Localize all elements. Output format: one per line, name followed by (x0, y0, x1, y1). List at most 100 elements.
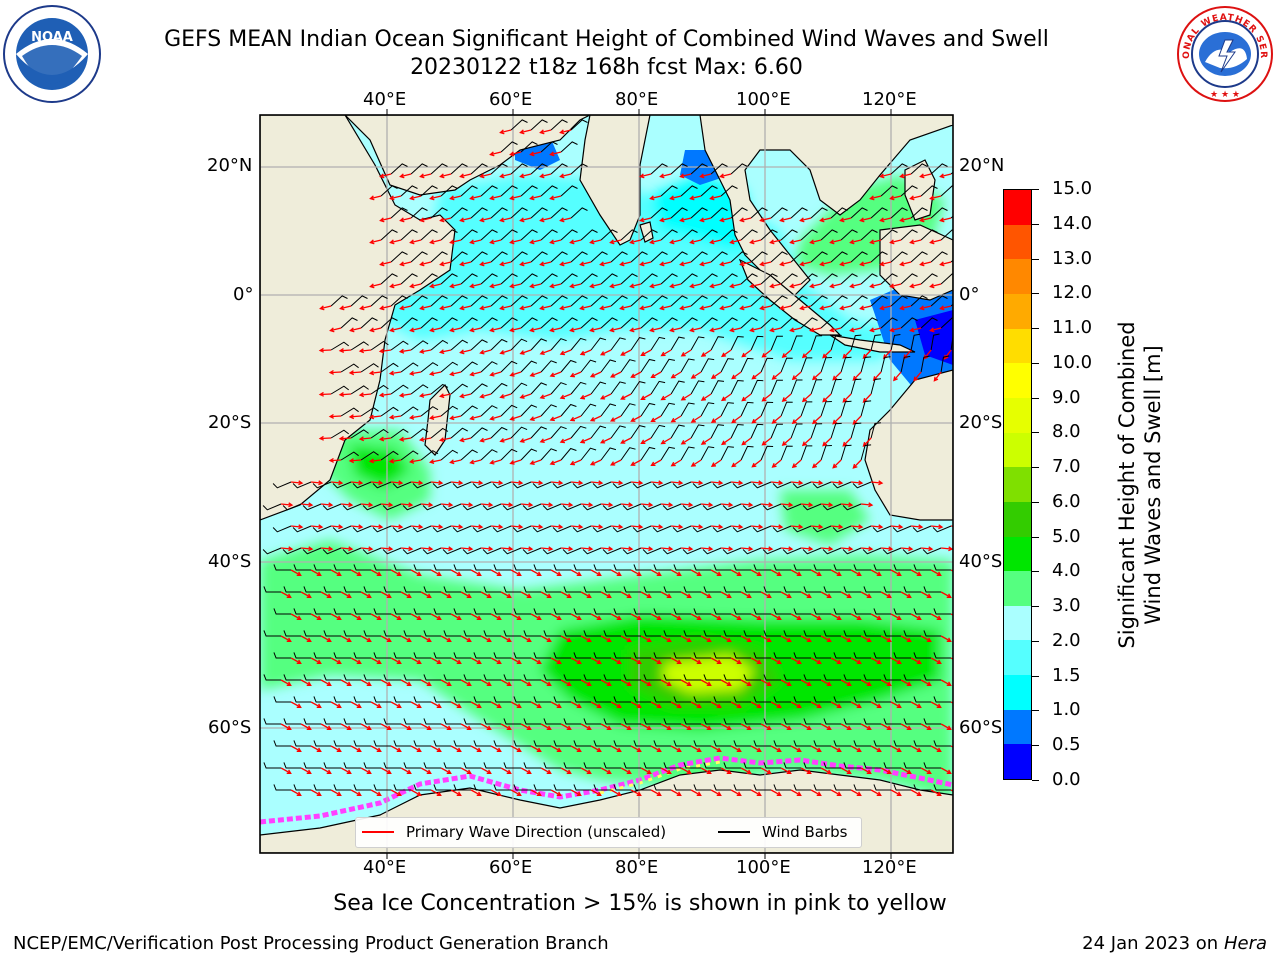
wind-barb (913, 696, 932, 703)
wind-barb (903, 674, 922, 681)
wind-barb (693, 652, 712, 659)
wave-direction-arrow (699, 305, 712, 311)
wind-barb (572, 481, 592, 489)
wave-direction-arrow (699, 261, 712, 267)
wave-direction-arrow (929, 283, 942, 289)
wind-barb (880, 229, 898, 241)
map-frame (259, 114, 954, 854)
wave-direction-arrow (420, 679, 432, 686)
wave-direction-arrow (771, 415, 782, 424)
wind-barb (762, 547, 782, 555)
wave-direction-arrow (750, 569, 762, 576)
wind-barb (670, 207, 688, 219)
wind-barb (770, 295, 788, 307)
wave-direction-arrow (630, 459, 642, 466)
wind-barb (452, 525, 472, 533)
wind-barb (770, 207, 788, 219)
wind-barb (753, 696, 772, 703)
wave-direction-arrow (520, 679, 532, 686)
colorbar-tick-label: 5.0 (1052, 525, 1081, 547)
wave-direction-arrow (800, 635, 812, 642)
wind-barb (322, 503, 342, 511)
wind-barb (563, 674, 582, 681)
wave-direction-arrow (389, 195, 402, 201)
wave-direction-arrow (370, 745, 382, 752)
wave-direction-arrow (438, 437, 452, 443)
wind-barb (403, 762, 422, 769)
wind-barb (473, 564, 492, 571)
wind-barb (390, 384, 409, 395)
wave-direction-arrow (390, 789, 402, 796)
wind-barb (900, 185, 918, 197)
wave-direction-arrow (378, 348, 392, 354)
wave-direction-arrow (419, 305, 432, 311)
wind-barb (340, 363, 359, 373)
wind-barb (510, 338, 528, 351)
wind-barb (930, 207, 948, 219)
wind-barb (383, 718, 402, 725)
wind-barb (670, 336, 685, 351)
wind-barb (470, 427, 488, 439)
wave-direction-arrow (889, 283, 902, 289)
wind-barb (613, 784, 632, 791)
wave-direction-arrow (410, 789, 422, 796)
wave-direction-arrow (690, 415, 702, 423)
wave-direction-arrow (589, 239, 602, 245)
wind-barb (463, 762, 482, 769)
wind-barb (312, 481, 332, 489)
wave-direction-arrow (930, 657, 942, 664)
wave-direction-arrow (751, 415, 762, 424)
wave-direction-arrow (500, 591, 512, 598)
wave-direction-arrow (880, 679, 892, 686)
wind-barb (640, 402, 656, 417)
wind-barb (680, 229, 698, 241)
wave-direction-arrow (569, 239, 582, 245)
wave-direction-arrow (700, 393, 712, 401)
wind-barb (570, 207, 588, 219)
wind-barb (773, 740, 792, 747)
wave-direction-arrow (399, 173, 412, 179)
wind-barb (903, 586, 922, 593)
wave-direction-arrow (720, 723, 732, 730)
wave-direction-arrow (631, 524, 644, 530)
wave-direction-arrow (441, 502, 454, 508)
wave-direction-arrow (690, 789, 702, 796)
wave-direction-arrow (839, 305, 852, 311)
wind-barb (782, 503, 802, 511)
colorbar-tick (1032, 398, 1039, 399)
wave-direction-arrow (761, 437, 772, 446)
wind-barb (810, 251, 828, 263)
wave-direction-arrow (751, 459, 762, 468)
wave-direction-arrow (880, 591, 892, 598)
wind-barb (313, 652, 332, 659)
wind-barb (293, 608, 312, 615)
wave-direction-arrow (300, 591, 312, 598)
wave-direction-arrow (822, 393, 832, 403)
wind-barb (393, 564, 412, 571)
wind-barb (623, 718, 642, 725)
wind-barb (543, 630, 562, 637)
wave-direction-arrow (790, 701, 802, 708)
wind-barb (460, 229, 478, 241)
wave-direction-arrow (939, 305, 952, 311)
wind-barb (510, 251, 528, 263)
wave-direction-arrow (369, 195, 382, 201)
wind-barb (823, 630, 842, 637)
colorbar-tick-label: 8.0 (1052, 421, 1081, 443)
wind-barb (650, 295, 668, 307)
wave-direction-arrow (660, 635, 672, 642)
wind-barb (742, 547, 762, 555)
wind-barb (402, 503, 422, 511)
wind-barb (542, 547, 562, 555)
wind-barb (713, 740, 732, 747)
wind-barb (473, 608, 492, 615)
wind-barb (423, 674, 442, 681)
wave-direction-arrow (451, 524, 464, 530)
wind-barb (593, 608, 612, 615)
wind-barb (883, 762, 902, 769)
wave-direction-arrow (490, 789, 502, 796)
wind-barb (360, 363, 379, 373)
wave-direction-arrow (851, 524, 864, 530)
colorbar-label: Significant Height of Combined Wind Wave… (1114, 321, 1166, 648)
wind-barb (723, 718, 742, 725)
